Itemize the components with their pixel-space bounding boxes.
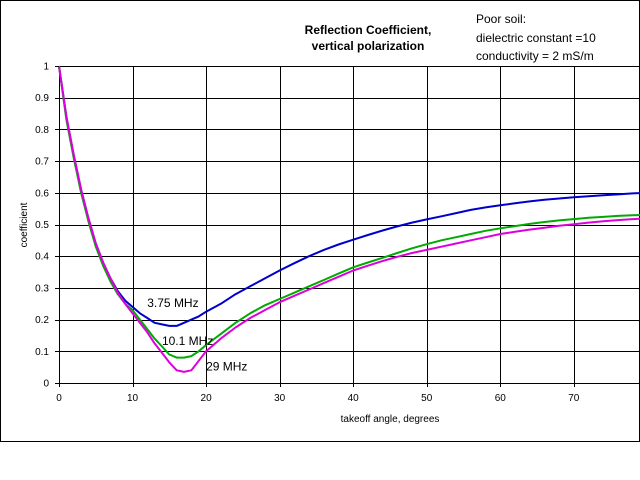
chart-frame <box>0 0 640 442</box>
series-label-10-1-mhz: 10.1 MHz <box>162 334 213 348</box>
annotation-line-3: conductivity = 2 mS/m <box>476 49 594 63</box>
y-tick-label-10: 1 <box>43 62 49 73</box>
y-tick-label-5: 0.5 <box>35 220 49 231</box>
chart-title-line-2: vertical polarization <box>312 39 425 53</box>
tick-labels: 00.10.20.30.40.50.60.70.80.910 10 20 30 40 50… <box>35 62 580 405</box>
series-label-3-75-mhz: 3.75 MHz <box>147 296 198 310</box>
chart-area: 3.75 MHz 10.1 MHz 29 MHz 0 0.1 0.2 0.3 0.4 0.5 0… <box>0 0 640 442</box>
series-lines: 3.75 MHz 10.1 MHz 29 MHz <box>58 65 640 373</box>
y-tick-label-4: 0.4 <box>35 252 49 263</box>
y-tick-label-7: 0.7 <box>35 157 49 168</box>
series-line-29-mhz <box>58 65 640 373</box>
x-tick-label-2: 20 <box>201 393 213 404</box>
x-tick-label-3: 30 <box>274 393 286 404</box>
y-tick-label-9: 0.9 <box>35 93 49 104</box>
y-tick-label-0: 0 <box>43 379 49 390</box>
y-tick-label-1: 0.1 <box>35 347 49 358</box>
y-tick-label-8: 0.8 <box>35 125 49 136</box>
annotation-line-1: Poor soil: <box>476 12 526 26</box>
series-label-29-mhz: 29 MHz <box>206 359 247 373</box>
annotation-line-2: dielectric constant =10 <box>476 31 596 45</box>
x-tick-label-7: 70 <box>568 393 580 404</box>
x-tick-label-1: 10 <box>127 393 139 404</box>
x-axis-label: takeoff angle, degrees <box>341 414 440 425</box>
x-tick-label-5: 50 <box>421 393 433 404</box>
x-tick-label-4: 40 <box>348 393 360 404</box>
reflection-chart: 3.75 MHz 10.1 MHz 29 MHz 0 0.1 0.2 0.3 0.4 0.5 0… <box>0 0 640 442</box>
y-tick-label-6: 0.6 <box>35 188 49 199</box>
series-line-3-75-mhz <box>58 65 640 327</box>
chart-title-line-1: Reflection Coefficient, <box>305 23 432 37</box>
x-tick-label-6: 60 <box>495 393 507 404</box>
y-tick-label-3: 0.3 <box>35 283 49 294</box>
y-tick-label-2: 0.2 <box>35 315 49 326</box>
x-tick-label-0: 0 <box>56 393 62 404</box>
y-axis-label: coefficient <box>19 202 30 247</box>
